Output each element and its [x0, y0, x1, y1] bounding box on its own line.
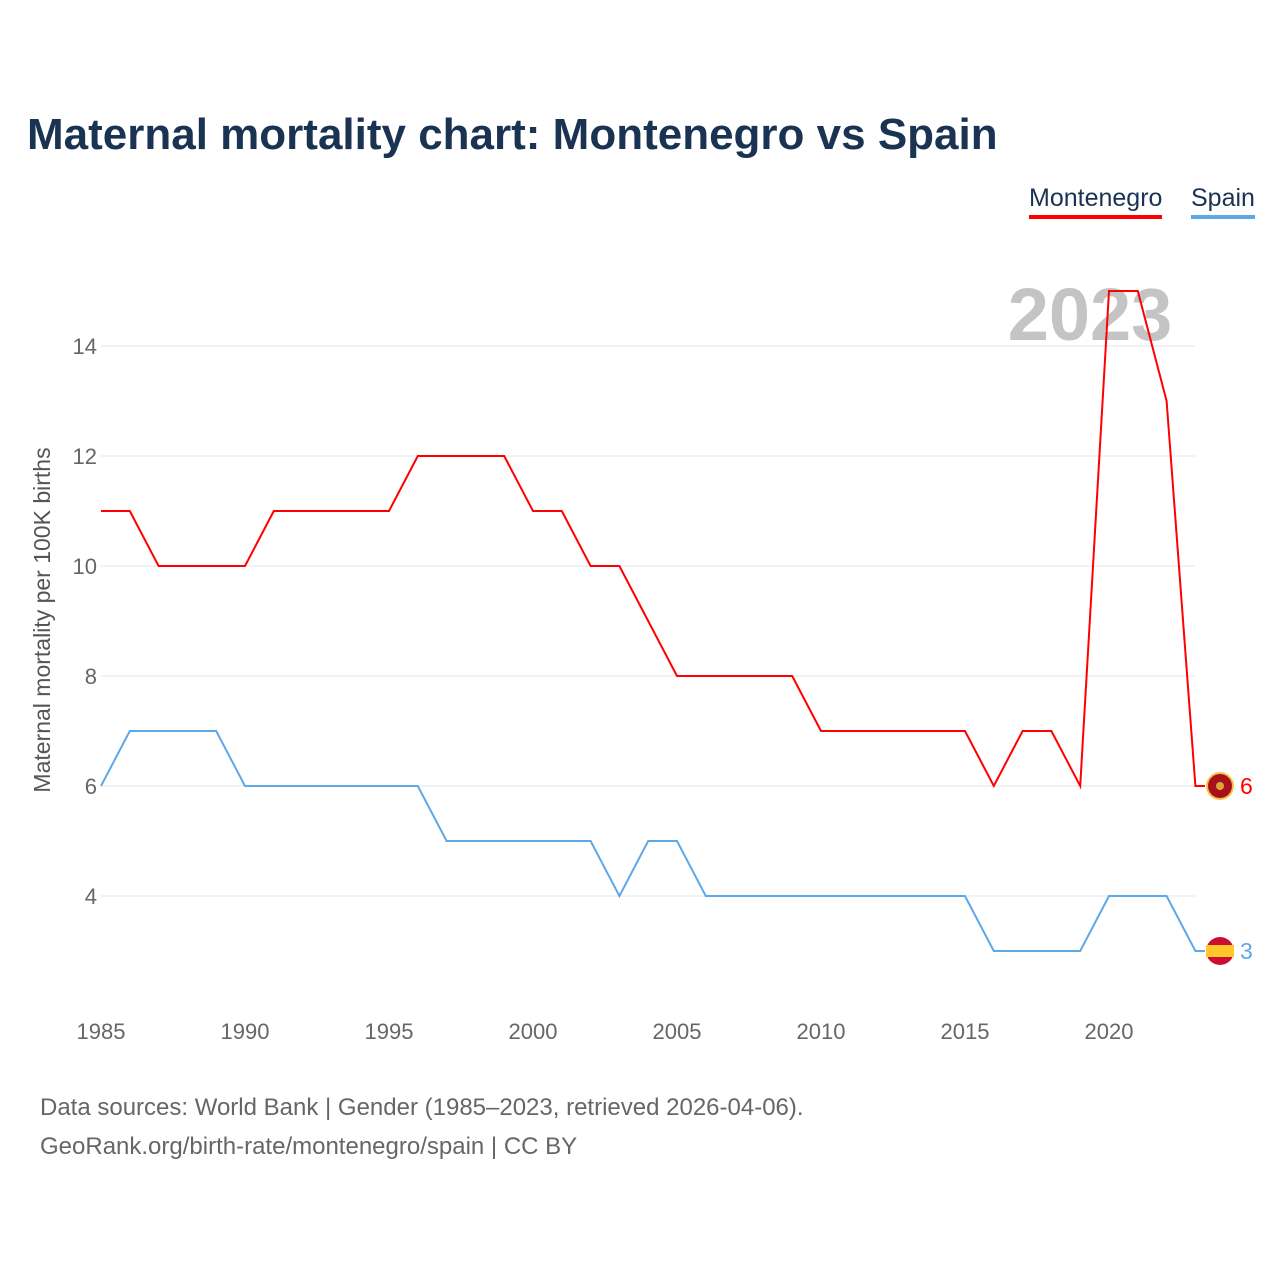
x-tick-label: 2005	[653, 1019, 702, 1044]
source-note: Data sources: World Bank | Gender (1985–…	[40, 1088, 804, 1166]
y-axis-label: Maternal mortality per 100K births	[29, 447, 55, 792]
source-line: Data sources: World Bank | Gender (1985–…	[40, 1094, 804, 1121]
flag-montenegro-icon	[1206, 772, 1234, 800]
flag-stripe	[1206, 945, 1234, 957]
x-tick-label: 1990	[221, 1019, 270, 1044]
end-value-label: 6	[1240, 773, 1253, 799]
x-tick-label: 1995	[365, 1019, 414, 1044]
series-line-montenegro	[101, 290, 1205, 790]
legend-montenegro[interactable]: Montenegro	[1029, 184, 1163, 219]
source-line: GeoRank.org/birth-rate/montenegro/spain …	[40, 1133, 578, 1160]
chart-title: Maternal mortality chart: Montenegro vs …	[27, 110, 998, 159]
series-line-spain	[100, 730, 1205, 952]
y-tick-label: 12	[73, 444, 97, 469]
y-tick-label: 14	[73, 334, 97, 359]
y-tick-label: 10	[73, 554, 97, 579]
flag-emblem	[1216, 782, 1224, 790]
x-tick-label: 2000	[509, 1019, 558, 1044]
end-value-label: 3	[1240, 938, 1253, 964]
flag-spain-icon	[1206, 937, 1234, 965]
y-tick-label: 8	[85, 664, 97, 689]
x-tick-label: 2020	[1085, 1019, 1134, 1044]
y-tick-label: 6	[85, 774, 97, 799]
legend-spain[interactable]: Spain	[1191, 184, 1255, 219]
x-tick-label: 1985	[77, 1019, 126, 1044]
year-watermark: 2023	[1008, 273, 1173, 356]
x-tick-label: 2015	[941, 1019, 990, 1044]
x-tick-label: 2010	[797, 1019, 846, 1044]
y-tick-label: 4	[85, 884, 97, 909]
